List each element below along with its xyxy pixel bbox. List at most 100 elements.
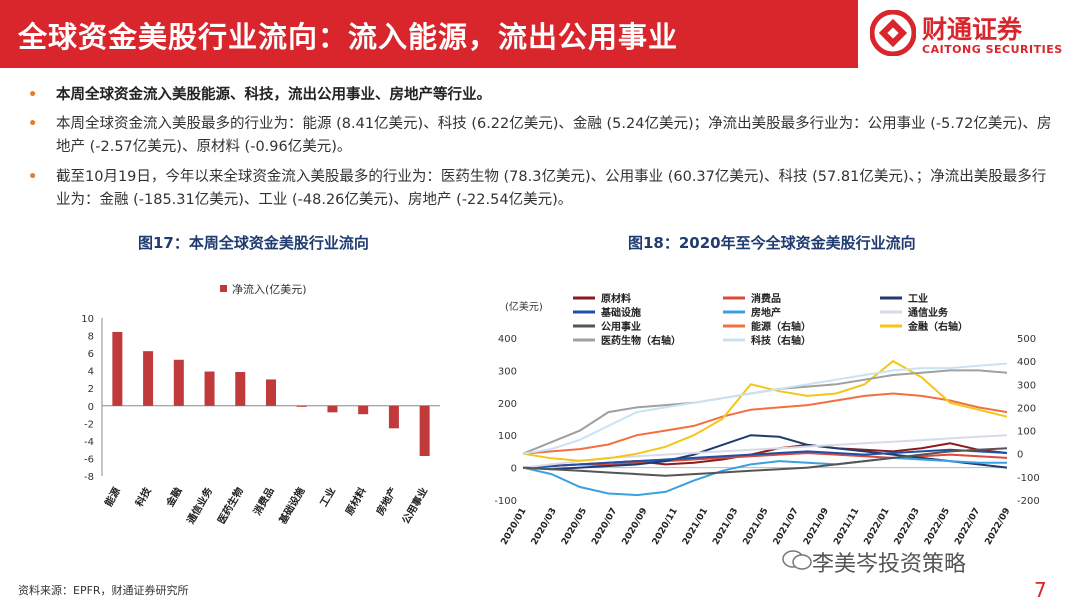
legend-swatch	[220, 285, 227, 292]
y-axis-unit: (亿美元)	[505, 300, 543, 313]
y-right-tick-label: -100	[1017, 473, 1040, 484]
y-right-tick-label: 200	[1017, 403, 1036, 414]
y-tick-label: -4	[84, 437, 94, 448]
y-tick-label: -2	[84, 419, 94, 430]
watermark-text: 李美岑投资策略	[812, 552, 967, 577]
x-tick-label: 消费品	[250, 485, 276, 517]
y-right-tick-label: 100	[1017, 427, 1036, 438]
source-note: 资料来源：EPFR，财通证券研究所	[18, 584, 189, 597]
y-tick-label: 4	[88, 367, 94, 378]
x-tick-label: 金融	[163, 485, 185, 510]
legend-label: 医药生物（右轴）	[601, 334, 681, 347]
bar	[235, 371, 246, 406]
x-tick-label: 2020/07	[590, 507, 619, 547]
fig17-title: 图17：本周全球资金美股行业流向	[138, 234, 369, 252]
y-left-tick-label: 400	[498, 334, 517, 345]
legend-label: 公用事业	[601, 320, 641, 333]
y-left-tick-label: 0	[511, 464, 517, 475]
logo-box: 财通证券 CAITONG SECURITIES	[858, 0, 1080, 68]
y-right-tick-label: 300	[1017, 380, 1036, 391]
series-line	[522, 456, 1007, 497]
series-line	[522, 359, 1008, 462]
bar	[327, 405, 338, 413]
y-left-tick-label: -100	[495, 496, 517, 507]
y-tick-label: 8	[88, 332, 94, 343]
y-tick-label: -8	[84, 472, 94, 483]
x-tick-label: 2021/01	[681, 507, 710, 547]
x-tick-label: 2021/11	[832, 507, 861, 547]
y-tick-label: 6	[88, 349, 94, 360]
y-left-tick-label: 300	[498, 366, 517, 377]
x-tick-label: 2022/03	[893, 507, 922, 547]
legend-label: 金融（右轴）	[907, 320, 968, 333]
y-right-tick-label: 500	[1017, 334, 1036, 345]
x-tick-label: 2021/07	[772, 507, 801, 547]
x-tick-label: 2020/11	[651, 507, 680, 547]
x-tick-label: 工业	[317, 485, 338, 509]
x-tick-label: 通信业务	[184, 484, 216, 526]
bar	[204, 371, 215, 406]
legend-label: 基础设施	[600, 306, 641, 319]
bar	[388, 405, 399, 429]
bullet-ytd: • 截至10月19日，今年以来全球资金流入美股最多的行业为：医药生物 (78.3亿…	[28, 169, 1047, 208]
legend-label: 工业	[908, 292, 928, 305]
x-tick-label: 2020/05	[560, 507, 589, 547]
x-tick-label: 房地产	[373, 485, 399, 517]
bar	[143, 351, 154, 406]
legend-label: 房地产	[751, 306, 781, 319]
x-tick-label: 2022/01	[863, 507, 892, 547]
y-tick-label: 2	[88, 384, 94, 395]
slide-title: 全球资金美股行业流向：流入能源，流出公用事业	[18, 20, 679, 54]
x-tick-label: 原材料	[343, 485, 369, 517]
bullet-list: • 本周全球资金流入美股能源、科技，流出公用事业、房地产等行业。 • 本周全球资金流…	[26, 84, 1056, 219]
bar-chart: 净流入(亿美元) -8 -6 -4 -2 0 2 4 6 8 10 能源 科技 金融 通信业务 医药生物 消费品…	[81, 282, 440, 527]
series-line	[522, 447, 1008, 477]
x-tick-label: 2021/09	[802, 507, 831, 547]
y-tick-label: 10	[81, 314, 94, 325]
fig18-title: 图18：2020年至今全球资金美股行业流向	[628, 234, 916, 252]
bullet-weekly: • 本周全球资金流入美股最多的行业为：能源 (8.41亿美元)、科技 (6.22亿…	[28, 116, 1052, 155]
logo-text-en: CAITONG SECURITIES	[922, 43, 1063, 56]
page-number: 7	[1034, 578, 1047, 602]
y-left-tick-label: 200	[498, 399, 517, 410]
series-line	[522, 448, 1008, 469]
bar	[266, 379, 276, 406]
x-tick-label: 2020/01	[500, 507, 529, 547]
legend-label: 科技（右轴）	[751, 334, 811, 347]
x-tick-label: 2021/03	[711, 507, 740, 547]
x-tick-label: 医药生物	[215, 485, 246, 526]
x-tick-label: 2020/09	[621, 507, 650, 547]
bar	[296, 405, 307, 407]
wechat-icon	[782, 550, 812, 570]
bar	[419, 405, 430, 456]
x-tick-label: 能源	[102, 485, 123, 509]
bar	[112, 331, 123, 406]
series-line	[522, 392, 1008, 455]
y-right-tick-label: 0	[1017, 450, 1023, 461]
x-tick-label: 2022/07	[953, 507, 982, 547]
x-tick-label: 2022/09	[984, 507, 1013, 547]
y-left-tick-label: 100	[498, 431, 517, 442]
caitong-logo-icon	[870, 10, 916, 56]
series-line	[522, 369, 1008, 455]
bar	[358, 405, 369, 415]
x-tick-label: 2021/05	[742, 507, 771, 547]
series-line	[522, 362, 1008, 455]
series-line	[522, 451, 1008, 469]
x-tick-label: 2020/03	[530, 507, 559, 547]
y-tick-label: 0	[88, 402, 94, 413]
bar	[173, 359, 184, 406]
bullet-summary: • 本周全球资金流入美股能源、科技，流出公用事业、房地产等行业。	[28, 87, 491, 103]
legend-label: 通信业务	[908, 306, 949, 319]
series-line	[522, 434, 1008, 471]
legend-label: 净流入(亿美元)	[232, 282, 307, 296]
line-chart: (亿美元) -100 0 100 200 300 400 -200 -100 0 100 200 300…	[495, 292, 1040, 547]
y-right-tick-label: 400	[1017, 357, 1036, 368]
x-tick-label: 公用事业	[399, 485, 430, 526]
x-tick-label: 2022/05	[923, 507, 952, 547]
y-tick-label: -6	[84, 454, 94, 465]
logo-text-cn: 财通证券	[922, 15, 1023, 44]
header-bar: 全球资金美股行业流向：流入能源，流出公用事业 财通证券 CAITONG SECU…	[0, 0, 1080, 68]
x-tick-label: 科技	[132, 484, 154, 509]
y-right-tick-label: -200	[1017, 496, 1040, 507]
